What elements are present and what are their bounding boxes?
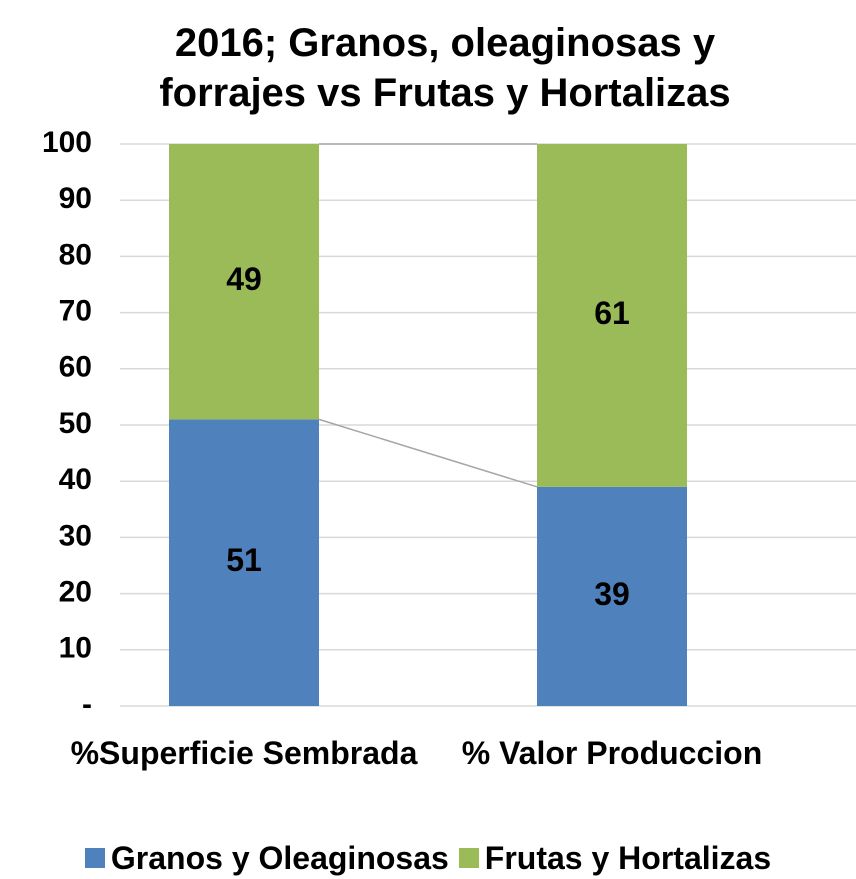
legend-swatch xyxy=(458,848,479,868)
legend-item: Frutas y Hortalizas xyxy=(458,838,772,878)
legend-label: Frutas y Hortalizas xyxy=(484,840,772,876)
y-tick-label: 80 xyxy=(59,238,92,271)
bar-segment xyxy=(537,486,687,706)
x-tick-label: % Valor Produccion xyxy=(461,735,763,771)
y-tick-label: 10 xyxy=(59,632,92,665)
y-tick-label: 20 xyxy=(59,576,92,609)
y-tick-label: - xyxy=(82,688,92,721)
y-tick-label: 60 xyxy=(59,351,92,384)
bar-segment xyxy=(169,144,319,420)
bar-segment xyxy=(169,419,319,706)
data-label: 51 xyxy=(226,542,262,578)
data-label: 49 xyxy=(226,261,262,297)
chart-title: 2016; Granos, oleaginosas y forrajes vs … xyxy=(159,21,731,115)
y-tick-label: 50 xyxy=(59,407,92,440)
y-tick-label: 70 xyxy=(59,295,92,328)
series-line xyxy=(318,418,538,488)
x-tick-label: %Superficie Sembrada xyxy=(70,735,418,771)
legend-item: Granos y Oleaginosas xyxy=(84,838,449,878)
y-tick-label: 100 xyxy=(42,126,92,159)
y-tick-label: 30 xyxy=(59,519,92,552)
legend-swatch xyxy=(84,848,105,868)
data-label: 39 xyxy=(594,576,630,612)
legend: Granos y Oleaginosas Frutas y Hortalizas xyxy=(0,838,856,878)
legend-label: Granos y Oleaginosas xyxy=(110,840,449,876)
y-tick-label: 40 xyxy=(59,463,92,496)
bar-segment xyxy=(537,144,687,487)
y-tick-label: 90 xyxy=(59,182,92,215)
data-label: 61 xyxy=(594,295,630,331)
